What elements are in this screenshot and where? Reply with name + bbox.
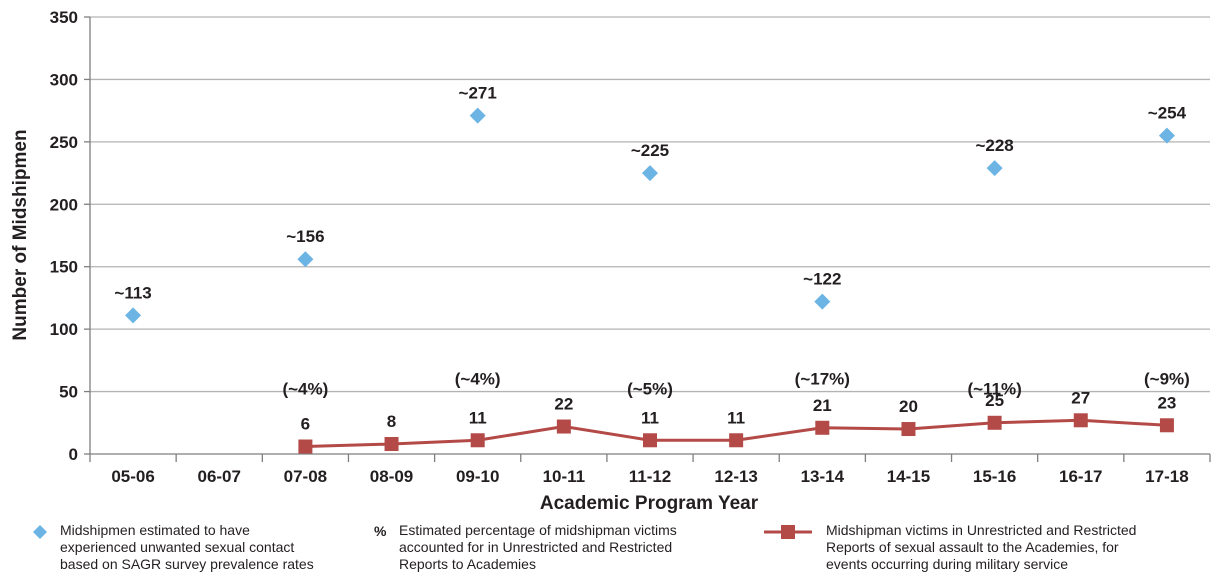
gridlines [84, 16, 1211, 462]
x-tick-label: 05-06 [111, 467, 154, 486]
legend-line: Reports to Academies [399, 556, 536, 572]
legend-label: Midshipmen estimated to have experienced… [60, 522, 314, 573]
victims-data-label: 23 [1157, 393, 1176, 412]
victims-marker [298, 439, 313, 454]
percent-annotation: (~11%) [967, 380, 1021, 399]
legend-line: events occurring during military service [826, 556, 1068, 572]
estimated-data-label: ~113 [114, 283, 151, 302]
estimated-data-label: ~254 [1148, 104, 1187, 123]
x-tick-label: 14-15 [887, 467, 930, 486]
victims-marker [729, 433, 744, 448]
victims-marker [1159, 418, 1174, 433]
percent-annotations: (~4%) (~4%) (~5%) (~17%) (~11%) (~9%) [282, 370, 1189, 399]
victims-data-label: 27 [1071, 388, 1090, 407]
victims-marker [470, 433, 485, 448]
y-tick-label: 200 [50, 195, 78, 214]
estimated-data-label: ~228 [975, 136, 1013, 155]
x-tick-label: 10-11 [543, 467, 586, 486]
x-tick-label: 16-17 [1059, 467, 1102, 486]
percent-annotation: (~17%) [795, 370, 850, 389]
estimated-marker [125, 307, 142, 324]
legend-line: Midshipmen estimated to have [60, 522, 250, 538]
legend-line: Estimated percentage of midshipman victi… [399, 522, 677, 538]
victims-data-label: 11 [469, 408, 487, 427]
legend-line: experienced unwanted sexual contact [60, 539, 295, 555]
y-tick-label: 250 [50, 133, 78, 152]
estimated-data-label: ~225 [631, 141, 669, 160]
victims-data-label: 11 [727, 408, 745, 427]
estimated-data-label: ~122 [803, 270, 841, 289]
victims-marker [384, 437, 399, 452]
estimated-marker [1158, 127, 1175, 144]
victims-marker [987, 415, 1002, 430]
estimated-data-label: ~156 [286, 227, 324, 246]
victims-data-label: 22 [554, 395, 573, 414]
x-tick-label: 06-07 [197, 467, 240, 486]
y-tick-label: 150 [50, 258, 78, 277]
y-tick-label: 100 [50, 320, 78, 339]
y-axis-ticks: 0 50 100 150 200 250 300 350 [50, 8, 78, 464]
victims-marker [643, 433, 657, 448]
victims-marker [815, 420, 830, 435]
y-tick-label: 0 [69, 445, 78, 464]
percent-annotation: (~5%) [627, 380, 673, 399]
victims-marker [1073, 413, 1088, 428]
estimated-marker [814, 293, 831, 310]
y-tick-label: 300 [50, 70, 78, 89]
x-tick-label: 08-09 [370, 467, 413, 486]
victims-data-label: 11 [641, 408, 659, 427]
x-tick-label: 17-18 [1145, 467, 1188, 486]
x-tick-label: 12-13 [714, 467, 757, 486]
estimated-marker [986, 160, 1003, 177]
legend-label: Estimated percentage of midshipman victi… [399, 522, 677, 573]
victims-data-label: 20 [899, 397, 918, 416]
estimated-series: ~113 ~156 ~271 ~225 ~122 ~228 ~254 [114, 84, 1187, 324]
estimated-data-label: ~271 [459, 84, 497, 103]
estimated-marker [469, 107, 486, 124]
percent-annotation: (~4%) [282, 380, 328, 399]
victims-marker [556, 419, 571, 434]
victims-data-label: 25 [985, 391, 1004, 410]
x-tick-label: 09-10 [456, 467, 499, 486]
y-tick-label: 350 [50, 8, 78, 27]
legend-label: Midshipman victims in Unrestricted and R… [826, 522, 1136, 573]
victims-data-label: 8 [387, 412, 396, 431]
y-axis-title: Number of Midshipmen [10, 129, 31, 340]
percent-symbol: % [374, 523, 387, 539]
victims-data-label: 6 [301, 415, 310, 434]
percent-annotation: (~4%) [455, 370, 501, 389]
legend-line: based on SAGR survey prevalence rates [60, 556, 314, 572]
estimated-marker [642, 165, 658, 182]
x-tick-label: 15-16 [973, 467, 1016, 486]
victims-marker [901, 422, 916, 437]
x-axis-title: Academic Program Year [540, 493, 759, 514]
y-tick-label: 50 [59, 383, 78, 402]
chart-svg: 0 50 100 150 200 250 300 350 05-06 06-07 07-08 08-… [10, 8, 1211, 514]
legend-line: accounted for in Unrestricted and Restri… [399, 539, 673, 555]
legend-line: Reports of sexual assault to the Academi… [826, 539, 1119, 555]
victims-data-label: 21 [813, 396, 832, 415]
x-tick-label: 11-12 [629, 467, 672, 486]
diamond-icon [33, 525, 47, 539]
square-line-icon [764, 525, 812, 539]
percent-annotation: (~9%) [1144, 370, 1190, 389]
x-tick-label: 13-14 [801, 467, 845, 486]
x-axis-ticks: 05-06 06-07 07-08 08-09 09-10 10-11 11-12 12-13… [111, 467, 1188, 486]
estimated-marker [297, 251, 314, 268]
legend-line: Midshipman victims in Unrestricted and R… [826, 522, 1137, 538]
x-tick-label: 07-08 [284, 467, 327, 486]
victims-series: 6 8 11 22 11 11 21 20 25 27 23 [298, 388, 1176, 454]
